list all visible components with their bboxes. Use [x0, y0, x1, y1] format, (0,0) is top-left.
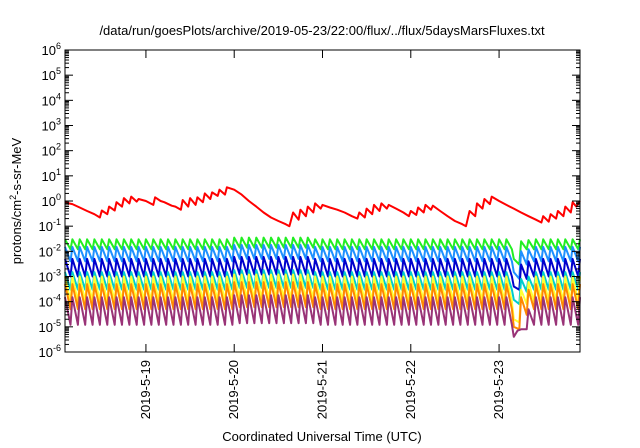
- series-line-2: [64, 236, 581, 266]
- y-tick-label-exp: -1: [53, 217, 61, 227]
- y-tick-label: 105: [42, 66, 61, 83]
- series-line-1: [64, 186, 581, 228]
- y-tick-label-base: 10: [39, 270, 53, 285]
- x-tick-label: 2019-5-19: [138, 360, 153, 419]
- y-tick-label-base: 10: [42, 68, 56, 83]
- chart-title: /data/run/goesPlots/archive/2019-05-23/2…: [99, 23, 545, 38]
- y-tick-label-base: 10: [39, 320, 53, 335]
- x-axis-label: Coordinated Universal Time (UTC): [222, 429, 421, 444]
- series-line-8: [64, 294, 581, 338]
- x-tick-label: 2019-5-22: [403, 360, 418, 419]
- y-axis-label-main: protons/cm: [9, 200, 24, 264]
- y-tick-labels: 10-610-510-410-310-210-11001011021031041…: [39, 41, 61, 360]
- y-tick-label-base: 10: [39, 219, 53, 234]
- y-tick-label: 104: [42, 91, 61, 108]
- y-axis-label: protons/cm2-s-sr-MeV: [8, 137, 24, 264]
- y-tick-label: 101: [42, 167, 61, 184]
- y-tick-label-base: 10: [39, 244, 53, 259]
- y-tick-label-base: 10: [42, 119, 56, 134]
- x-tick-label: 2019-5-23: [491, 360, 506, 419]
- y-tick-label: 10-1: [39, 217, 61, 234]
- series-line-3: [64, 243, 581, 280]
- x-tick-label: 2019-5-20: [226, 360, 241, 419]
- y-tick-label-exp: 3: [56, 117, 61, 127]
- y-tick-label-exp: -4: [53, 293, 61, 303]
- y-tick-label-exp: 0: [56, 192, 61, 202]
- x-tick-label: 2019-5-21: [315, 360, 330, 419]
- y-tick-label-base: 10: [42, 43, 56, 58]
- y-tick-label-exp: -2: [53, 242, 61, 252]
- series-line-4: [64, 255, 581, 291]
- y-tick-label-base: 10: [42, 169, 56, 184]
- y-tick-label: 10-4: [39, 293, 61, 310]
- y-tick-label-exp: 6: [56, 41, 61, 51]
- y-tick-label-exp: 5: [56, 66, 61, 76]
- y-axis-label-sup: 2: [8, 195, 18, 200]
- y-tick-label: 10-6: [39, 343, 61, 360]
- y-tick-label: 10-2: [39, 242, 61, 259]
- y-tick-label: 102: [42, 142, 61, 159]
- ticks-layer: [65, 49, 580, 353]
- y-tick-label-base: 10: [39, 295, 53, 310]
- y-tick-label: 10-5: [39, 318, 61, 335]
- y-tick-label: 103: [42, 117, 61, 134]
- y-tick-label-exp: 2: [56, 142, 61, 152]
- y-tick-label-exp: 4: [56, 91, 61, 101]
- y-tick-label-exp: 1: [56, 167, 61, 177]
- series-line-7: [64, 281, 581, 331]
- y-tick-label-base: 10: [42, 194, 56, 209]
- y-tick-label: 106: [42, 41, 61, 58]
- y-tick-label: 10-3: [39, 268, 61, 285]
- y-tick-label-base: 10: [42, 144, 56, 159]
- y-tick-label-base: 10: [39, 345, 53, 360]
- y-tick-label-exp: -6: [53, 343, 61, 353]
- x-tick-labels: 2019-5-19 2019-5-20 2019-5-21 2019-5-22 2019…: [138, 360, 506, 419]
- y-tick-label-exp: -3: [53, 268, 61, 278]
- y-tick-label-exp: -5: [53, 318, 61, 328]
- y-tick-label: 100: [42, 192, 61, 209]
- series-layer: [64, 186, 581, 338]
- y-axis-label-rest: -s-sr-MeV: [9, 137, 24, 194]
- y-tick-label-base: 10: [42, 93, 56, 108]
